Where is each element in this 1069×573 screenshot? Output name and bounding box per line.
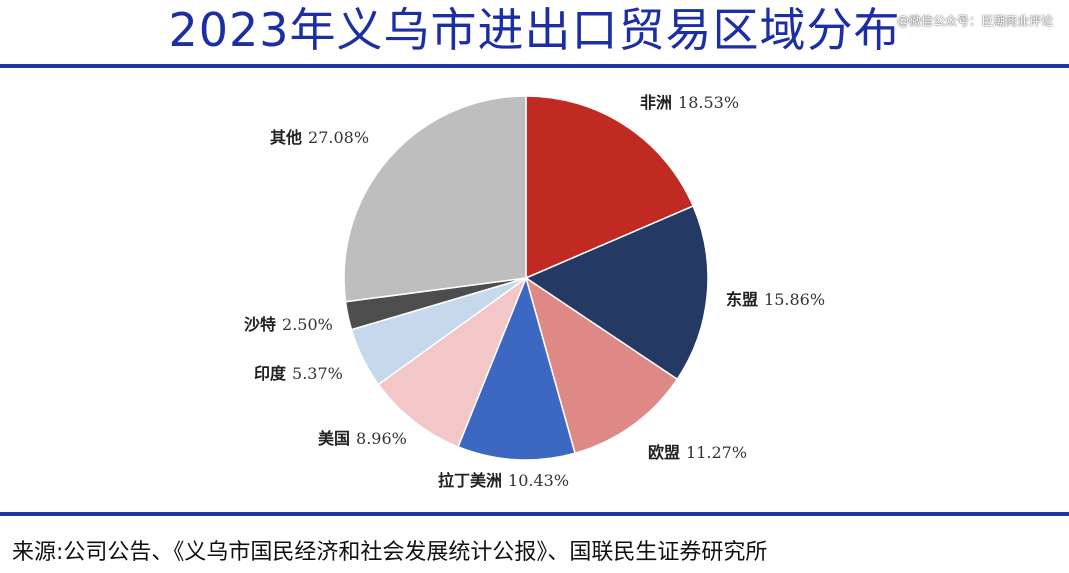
slice-label-name: 其他 [270, 128, 302, 147]
slice-label-value: 2.50% [282, 315, 333, 334]
slice-label-value: 27.08% [308, 128, 369, 147]
slice-label-value: 10.43% [508, 471, 569, 490]
pie-labels: 非洲 18.53% 东盟 15.86% 欧盟 11.27% 拉丁美洲 10.43% 美国 8.96… [244, 93, 825, 490]
slice-label-name: 非洲 [640, 93, 672, 112]
slice-label-name: 东盟 [726, 290, 758, 309]
chart-title: 2023年义乌市进出口贸易区域分布 [168, 3, 901, 57]
pie-chart: 非洲 18.53% 东盟 15.86% 欧盟 11.27% 拉丁美洲 10.43% 美国 8.96… [244, 93, 825, 490]
pie-slice [524, 205, 709, 381]
slice-label-value: 15.86% [764, 290, 825, 309]
slice-label: 印度 5.37% [254, 364, 343, 383]
bottom-rule [0, 512, 1069, 516]
slice-label-value: 8.96% [356, 429, 407, 448]
pie-slice [524, 276, 679, 455]
slice-label: 东盟 15.86% [726, 290, 825, 309]
pie-slice [377, 275, 528, 448]
top-rule [0, 64, 1069, 68]
pie-slices [343, 95, 709, 461]
slice-label-value: 18.53% [678, 93, 739, 112]
slice-label: 非洲 18.53% [640, 93, 739, 112]
slice-label-name: 欧盟 [648, 443, 680, 462]
slice-label: 美国 8.96% [318, 429, 407, 448]
slice-label: 其他 27.08% [270, 128, 369, 147]
watermark: @微信公众号：巨潮商业评论 [896, 14, 1053, 28]
pie-slice [457, 275, 576, 461]
slice-label: 欧盟 11.27% [648, 443, 747, 462]
pie-slice [343, 95, 527, 303]
slice-label-name: 印度 [254, 364, 287, 383]
slice-label-value: 11.27% [686, 443, 747, 462]
slice-label-value: 5.37% [292, 364, 343, 383]
slice-label-name: 美国 [318, 429, 350, 448]
slice-label: 沙特 2.50% [244, 315, 333, 334]
source-note: 来源:公司公告、《义乌市国民经济和社会发展统计公报》、国联民生证券研究所 [12, 540, 768, 565]
pie-slice [525, 95, 695, 280]
slice-label: 拉丁美洲 10.43% [438, 471, 569, 490]
slice-label-name: 拉丁美洲 [438, 471, 502, 490]
slice-label-name: 沙特 [244, 315, 276, 334]
